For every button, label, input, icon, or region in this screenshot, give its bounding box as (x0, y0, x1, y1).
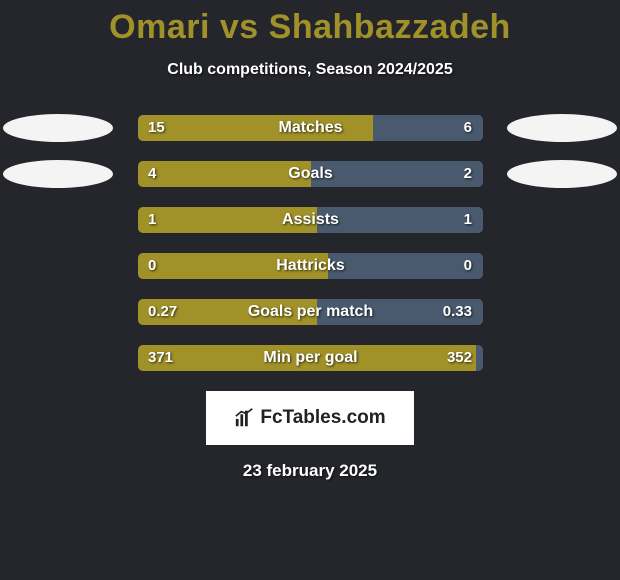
value-right: 6 (464, 115, 472, 141)
value-left: 0 (148, 253, 156, 279)
value-right: 352 (447, 345, 472, 371)
page-title: Omari vs Shahbazzadeh (0, 0, 620, 47)
bar-chart-icon (234, 407, 256, 429)
bar-track (138, 345, 483, 371)
value-right: 2 (464, 161, 472, 187)
player-left-avatar (3, 160, 113, 188)
bar-track (138, 207, 483, 233)
bar-left (138, 345, 476, 371)
value-left: 0.27 (148, 299, 177, 325)
bar-right (476, 345, 483, 371)
player-right-avatar (507, 160, 617, 188)
snapshot-date: 23 february 2025 (0, 461, 620, 481)
value-left: 1 (148, 207, 156, 233)
stat-row: 11Assists (0, 207, 620, 233)
bar-track (138, 253, 483, 279)
stat-row: 371352Min per goal (0, 345, 620, 371)
player-left-avatar (3, 114, 113, 142)
bar-right (317, 207, 483, 233)
value-left: 371 (148, 345, 173, 371)
bar-left (138, 161, 311, 187)
stat-row: 0.270.33Goals per match (0, 299, 620, 325)
bar-right (328, 253, 483, 279)
bar-track (138, 115, 483, 141)
comparison-chart: 156Matches42Goals11Assists00Hattricks0.2… (0, 115, 620, 371)
value-left: 15 (148, 115, 165, 141)
value-right: 0 (464, 253, 472, 279)
subtitle: Club competitions, Season 2024/2025 (0, 61, 620, 79)
bar-left (138, 115, 373, 141)
logo-text: FcTables.com (260, 407, 385, 429)
player-right-avatar (507, 114, 617, 142)
source-logo: FcTables.com (206, 391, 414, 445)
bar-left (138, 207, 317, 233)
bar-track (138, 299, 483, 325)
bar-track (138, 161, 483, 187)
bar-right (311, 161, 484, 187)
stat-row: 00Hattricks (0, 253, 620, 279)
bar-left (138, 253, 328, 279)
value-right: 0.33 (443, 299, 472, 325)
value-left: 4 (148, 161, 156, 187)
value-right: 1 (464, 207, 472, 233)
